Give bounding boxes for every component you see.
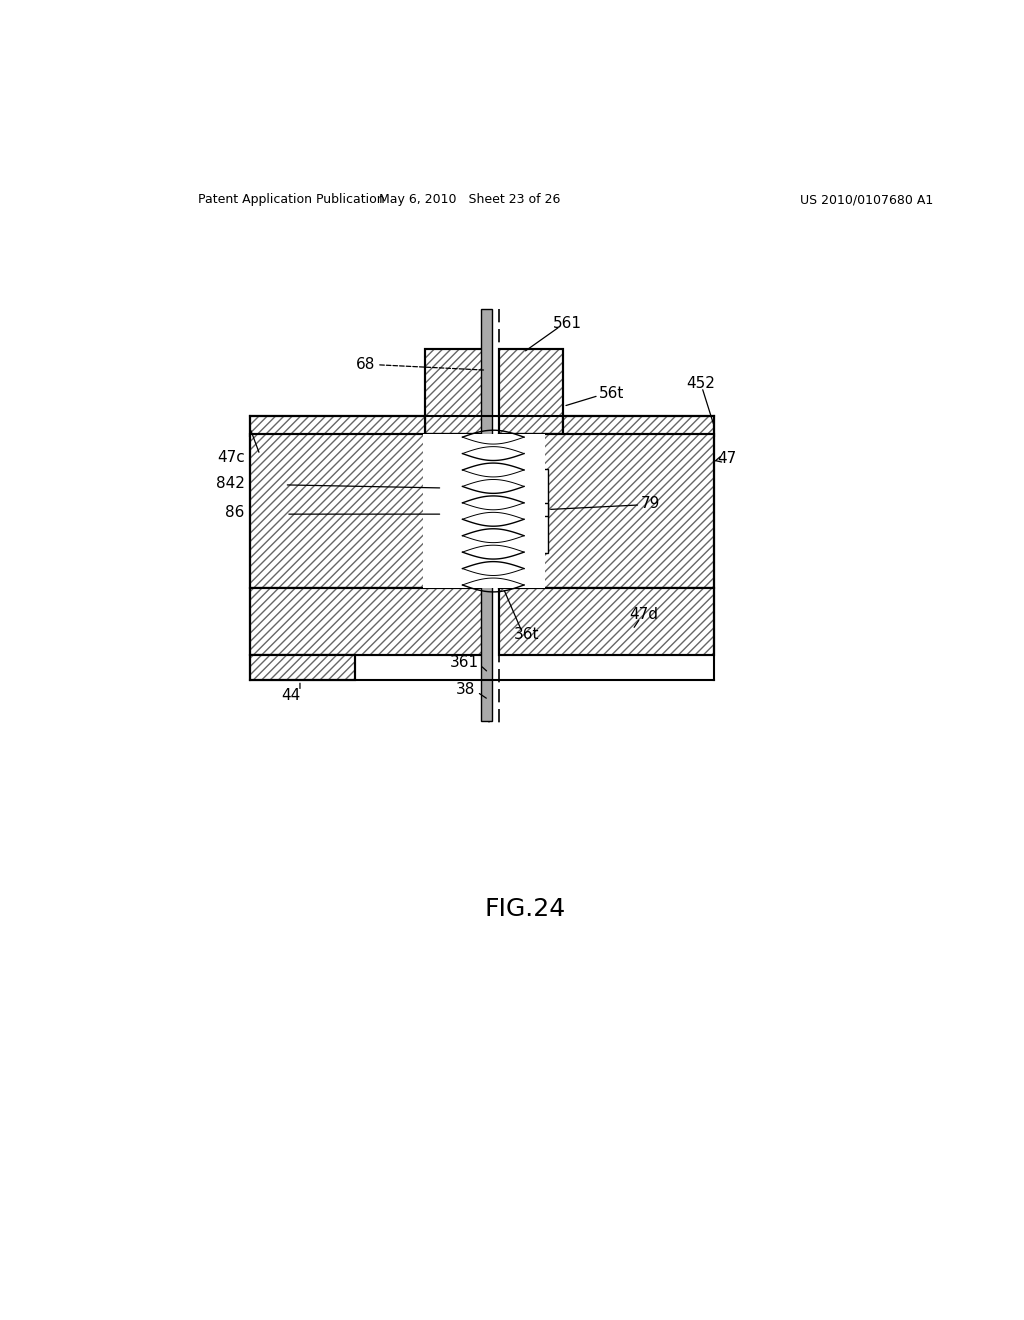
- Text: US 2010/0107680 A1: US 2010/0107680 A1: [801, 193, 934, 206]
- Bar: [250, 416, 425, 436]
- Text: 452: 452: [686, 376, 716, 391]
- Text: 56t: 56t: [599, 385, 624, 401]
- Bar: [499, 589, 714, 655]
- Bar: [250, 589, 488, 655]
- Text: 38: 38: [456, 682, 475, 697]
- Bar: [481, 309, 492, 721]
- Bar: [250, 589, 488, 655]
- Bar: [425, 350, 488, 434]
- Text: 47c: 47c: [217, 450, 245, 465]
- Bar: [250, 655, 355, 681]
- Bar: [250, 416, 425, 436]
- Bar: [499, 350, 563, 434]
- Text: 86: 86: [225, 506, 245, 520]
- Bar: [499, 350, 563, 434]
- Bar: [563, 416, 714, 436]
- Text: 36t: 36t: [514, 627, 540, 642]
- Bar: [499, 434, 714, 589]
- Bar: [250, 655, 355, 681]
- Text: May 6, 2010   Sheet 23 of 26: May 6, 2010 Sheet 23 of 26: [379, 193, 560, 206]
- Bar: [250, 416, 425, 436]
- Bar: [423, 434, 545, 589]
- Bar: [499, 589, 714, 655]
- Bar: [425, 350, 488, 434]
- Bar: [499, 350, 563, 434]
- Bar: [527, 469, 548, 553]
- Bar: [563, 416, 714, 436]
- Text: 561: 561: [553, 317, 582, 331]
- Text: 79: 79: [640, 496, 659, 511]
- Text: 361: 361: [450, 655, 478, 671]
- Bar: [442, 469, 463, 553]
- Bar: [499, 434, 714, 589]
- Bar: [250, 434, 488, 589]
- Bar: [499, 589, 714, 655]
- Bar: [499, 434, 714, 589]
- Bar: [250, 434, 488, 589]
- Text: 47: 47: [717, 451, 736, 466]
- Bar: [250, 434, 488, 589]
- Bar: [563, 416, 714, 436]
- Bar: [425, 350, 488, 434]
- Bar: [250, 655, 355, 681]
- Text: Patent Application Publication: Patent Application Publication: [199, 193, 385, 206]
- Text: 68: 68: [356, 358, 376, 372]
- Text: 47d: 47d: [630, 607, 658, 622]
- Text: FIG.24: FIG.24: [484, 898, 565, 921]
- Text: 44: 44: [282, 688, 300, 704]
- Bar: [250, 589, 488, 655]
- Text: 842: 842: [216, 475, 245, 491]
- Bar: [442, 503, 548, 516]
